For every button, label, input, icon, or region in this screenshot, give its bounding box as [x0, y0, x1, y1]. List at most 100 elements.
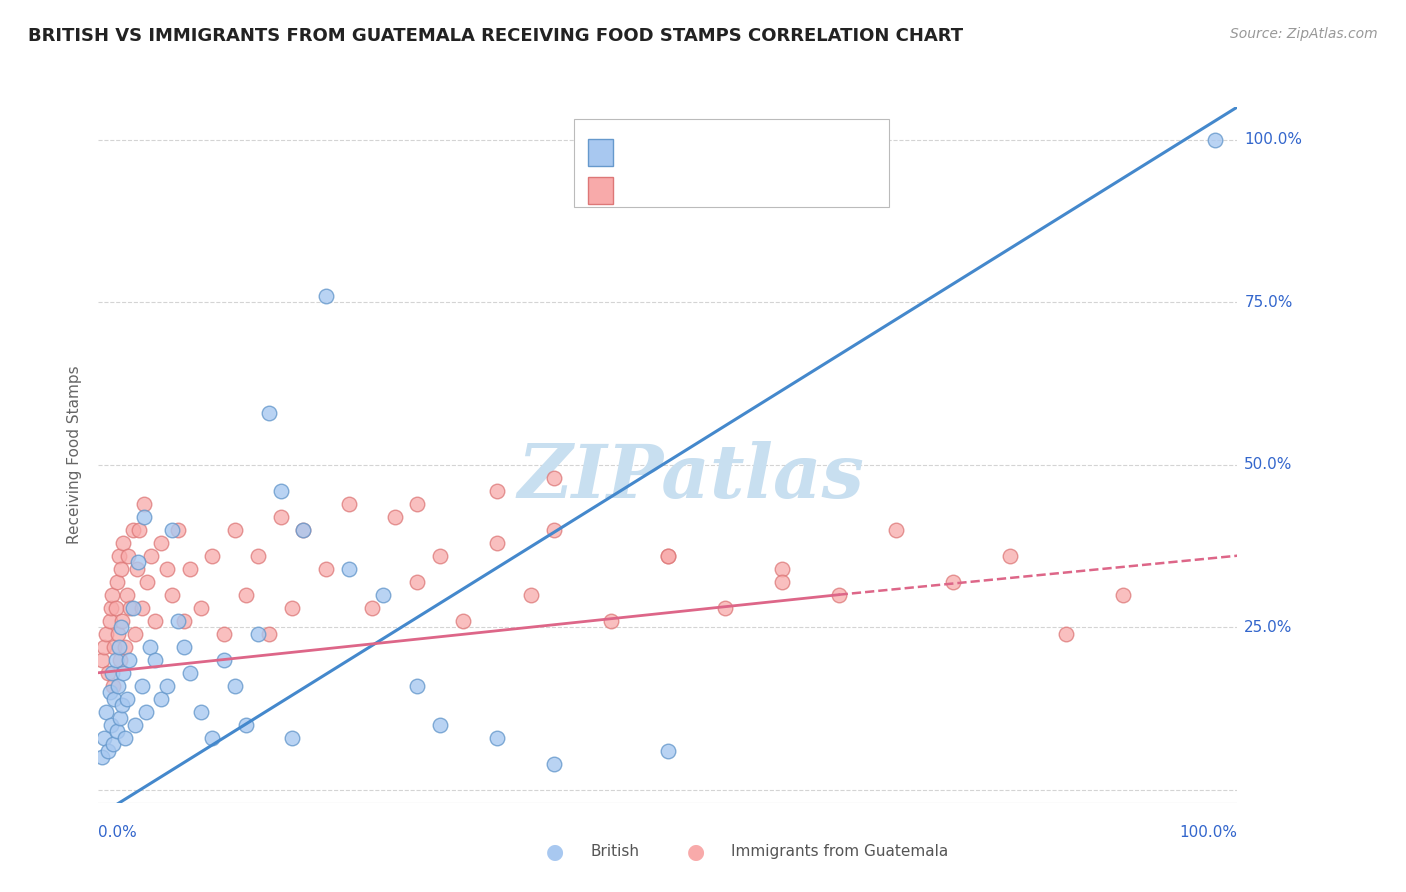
- Point: [108, 549, 131, 563]
- Point: [292, 523, 315, 537]
- Point: [111, 698, 134, 713]
- Point: [120, 600, 142, 615]
- Point: [406, 574, 429, 589]
- Point: [360, 600, 382, 615]
- Point: [179, 665, 201, 680]
- Point: [107, 679, 129, 693]
- Point: [543, 756, 565, 771]
- Point: [110, 620, 132, 634]
- Point: [96, 744, 118, 758]
- Point: [132, 509, 155, 524]
- Text: 100.0%: 100.0%: [1180, 825, 1237, 840]
- Point: [112, 665, 135, 680]
- Point: [315, 562, 337, 576]
- Text: R =  0.192: R = 0.192: [621, 182, 710, 200]
- Point: [212, 626, 235, 640]
- Point: [406, 497, 429, 511]
- Point: [315, 288, 337, 302]
- Point: [136, 574, 159, 589]
- Point: [224, 523, 246, 537]
- Point: [235, 588, 257, 602]
- Point: [770, 562, 793, 576]
- Point: [942, 574, 965, 589]
- Point: [104, 600, 127, 615]
- Point: [190, 705, 212, 719]
- Text: BRITISH VS IMMIGRANTS FROM GUATEMALA RECEIVING FOOD STAMPS CORRELATION CHART: BRITISH VS IMMIGRANTS FROM GUATEMALA REC…: [28, 27, 963, 45]
- Point: [118, 653, 141, 667]
- Point: [93, 731, 115, 745]
- Point: [406, 679, 429, 693]
- Point: [281, 600, 304, 615]
- Point: [112, 535, 135, 549]
- Point: [486, 535, 509, 549]
- Point: [259, 406, 281, 420]
- Point: [451, 614, 474, 628]
- Point: [600, 614, 623, 628]
- Point: [429, 718, 451, 732]
- Point: [101, 665, 124, 680]
- Point: [543, 523, 565, 537]
- Point: [486, 731, 509, 745]
- Point: [101, 588, 124, 602]
- Point: [167, 523, 190, 537]
- Point: [173, 614, 195, 628]
- Text: 100.0%: 100.0%: [1244, 132, 1302, 147]
- Point: [212, 653, 235, 667]
- Text: R = 0.758: R = 0.758: [621, 144, 704, 161]
- Point: [657, 744, 679, 758]
- Point: [201, 731, 224, 745]
- Point: [543, 471, 565, 485]
- Point: [384, 509, 406, 524]
- Text: ZIPatlas: ZIPatlas: [517, 442, 865, 514]
- Point: [486, 483, 509, 498]
- Point: [98, 685, 121, 699]
- Point: [190, 600, 212, 615]
- Point: [145, 653, 167, 667]
- Point: [100, 718, 122, 732]
- Point: [103, 737, 125, 751]
- Point: [107, 626, 129, 640]
- Point: [105, 574, 128, 589]
- Point: [167, 614, 190, 628]
- Point: [770, 574, 793, 589]
- Point: [520, 588, 543, 602]
- Point: [131, 679, 153, 693]
- Text: ●: ●: [688, 842, 704, 862]
- Text: N = 71: N = 71: [728, 182, 786, 200]
- Point: [828, 588, 851, 602]
- Point: [96, 705, 118, 719]
- Point: [292, 523, 315, 537]
- Point: [1112, 588, 1135, 602]
- Point: [201, 549, 224, 563]
- Text: 75.0%: 75.0%: [1244, 294, 1292, 310]
- Point: [114, 640, 136, 654]
- Point: [337, 562, 360, 576]
- Point: [103, 691, 125, 706]
- Point: [429, 549, 451, 563]
- Point: [139, 549, 162, 563]
- Point: [108, 653, 131, 667]
- Point: [90, 653, 112, 667]
- Point: [108, 711, 131, 725]
- Point: [128, 523, 150, 537]
- Point: [246, 549, 269, 563]
- Text: 0.0%: 0.0%: [98, 825, 138, 840]
- Point: [337, 497, 360, 511]
- Point: [111, 614, 134, 628]
- Point: [657, 549, 679, 563]
- Point: [156, 679, 179, 693]
- Y-axis label: Receiving Food Stamps: Receiving Food Stamps: [67, 366, 83, 544]
- Text: N = 53: N = 53: [728, 144, 786, 161]
- Point: [127, 562, 149, 576]
- Text: Source: ZipAtlas.com: Source: ZipAtlas.com: [1230, 27, 1378, 41]
- Point: [124, 718, 146, 732]
- Point: [270, 483, 292, 498]
- Point: [162, 523, 184, 537]
- Point: [90, 750, 112, 764]
- Point: [884, 523, 907, 537]
- Point: [115, 588, 138, 602]
- Point: [371, 588, 394, 602]
- Point: [145, 614, 167, 628]
- Point: [246, 626, 269, 640]
- Point: [110, 562, 132, 576]
